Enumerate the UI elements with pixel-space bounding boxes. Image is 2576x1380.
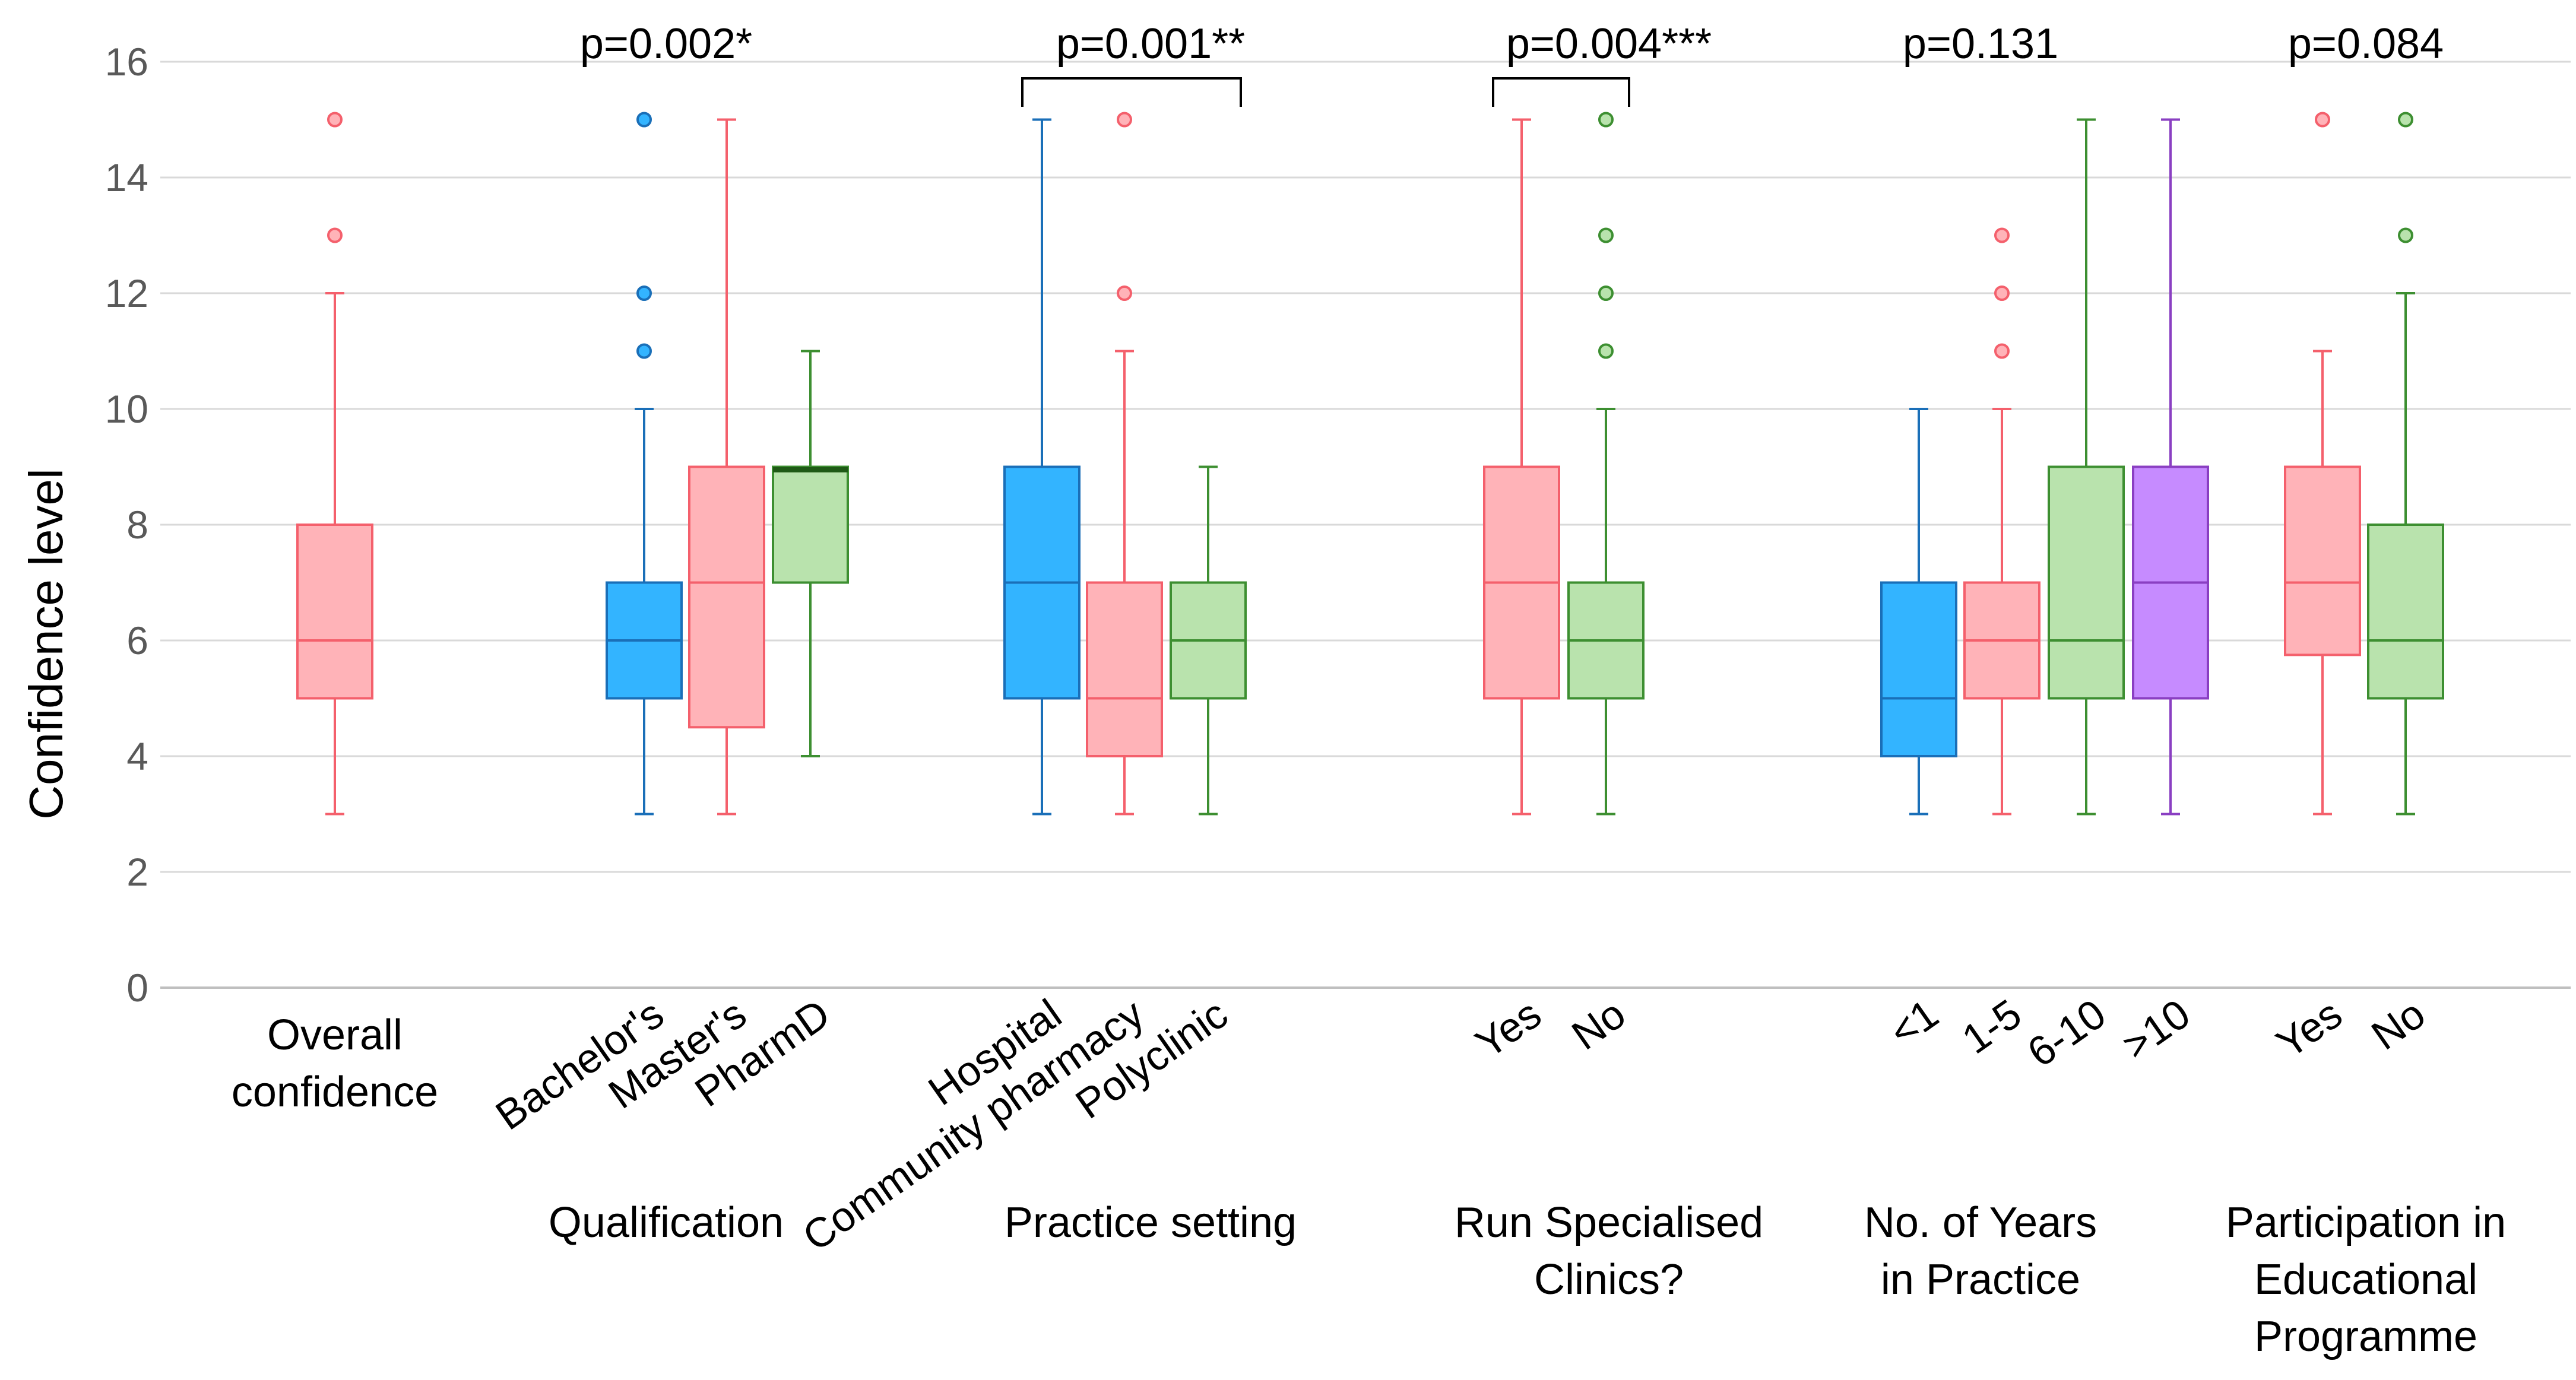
- y-axis-title: Confidence level: [20, 468, 72, 819]
- outlier-point: [1598, 285, 1614, 301]
- iqr-box: [2284, 465, 2361, 656]
- group-label-line: No. of Years: [1864, 1199, 2097, 1246]
- outlier-point: [1598, 343, 1614, 359]
- y-tick-label: 8: [126, 503, 148, 547]
- p-value-label: p=0.004***: [1506, 20, 1712, 68]
- y-tick-label: 0: [126, 966, 148, 1010]
- outlier-point: [2398, 112, 2413, 128]
- category-label: <1: [1881, 990, 1946, 1055]
- outlier-point: [1598, 227, 1614, 243]
- category-label: No: [2363, 990, 2434, 1058]
- group-label: Practice setting: [1005, 1199, 1297, 1246]
- category-label: >10: [2114, 990, 2198, 1068]
- box-participation-in-no: [2367, 112, 2444, 816]
- category-label: Yes: [2268, 990, 2350, 1067]
- box-overall-all: [296, 112, 373, 816]
- outlier-point: [1994, 285, 2010, 301]
- group-label-line: confidence: [232, 1068, 438, 1116]
- group-label-line: Clinics?: [1534, 1256, 1684, 1303]
- iqr-box: [2367, 524, 2444, 700]
- category-label: Yes: [1467, 990, 1549, 1067]
- y-tick-label: 10: [105, 387, 148, 431]
- outlier-point: [2315, 112, 2330, 128]
- outlier-point: [1117, 285, 1132, 301]
- iqr-box: [2048, 465, 2125, 700]
- y-tick-label: 14: [105, 156, 148, 199]
- group-label: No. of Years in Practice: [1864, 1199, 2097, 1303]
- y-tick-label: 12: [105, 271, 148, 315]
- gridlines: [160, 61, 2571, 989]
- p-value-label: p=0.001**: [1056, 20, 1245, 68]
- box-practice-setting-community-pharmacy: [1086, 112, 1163, 816]
- group-label-line: Educational: [2254, 1256, 2477, 1303]
- outlier-point: [1117, 112, 1132, 128]
- y-tick-label: 2: [126, 850, 148, 894]
- outlier-point: [1994, 227, 2010, 243]
- box-no-of-years-10: [2132, 118, 2209, 816]
- box-no-of-years-1-5: [1963, 227, 2040, 816]
- box-run-specialised-yes: [1483, 118, 1560, 816]
- significance-bracket: [1021, 77, 1242, 107]
- group-label: Participation in Educational Programme: [2226, 1199, 2506, 1360]
- group-label-line: Overall: [267, 1011, 403, 1059]
- group-label-line: Programme: [2254, 1313, 2477, 1360]
- category-label: 6-10: [2019, 990, 2114, 1076]
- group-label-line: Qualification: [549, 1199, 784, 1246]
- box-no-of-years-6-10: [2048, 118, 2125, 816]
- box-qualification-bachelor-s: [606, 112, 683, 816]
- p-value-label: p=0.002*: [580, 20, 752, 68]
- group-label-line: in Practice: [1881, 1256, 2080, 1303]
- significance-bracket: [1492, 77, 1630, 107]
- box-qualification-master-s: [688, 118, 765, 816]
- box-run-specialised-no: [1567, 112, 1645, 816]
- iqr-box: [688, 465, 765, 729]
- box-practice-setting-hospital: [1003, 118, 1081, 816]
- category-label: 1-5: [1954, 990, 2030, 1062]
- group-label: Overall confidence: [232, 1011, 438, 1116]
- box-practice-setting-polyclinic: [1170, 465, 1247, 816]
- group-label-line: Practice setting: [1005, 1199, 1297, 1246]
- iqr-box: [772, 465, 849, 584]
- box-qualification-pharmd: [772, 350, 849, 757]
- y-axis: 0 2 4 6 8 10 12 14 16: [105, 40, 148, 1010]
- p-values: p=0.002* p=0.001** p=0.004*** p=0.131 p=0.08…: [580, 20, 2444, 107]
- outlier-point: [636, 285, 652, 301]
- group-labels: Overall confidence Qualification Practice s…: [232, 1011, 2506, 1360]
- y-tick-label: 16: [105, 40, 148, 84]
- group-label-line: Run Specialised: [1455, 1199, 1763, 1246]
- outlier-point: [2398, 227, 2413, 243]
- iqr-box: [296, 524, 373, 700]
- outlier-point: [636, 343, 652, 359]
- p-value-label: p=0.084: [2288, 20, 2444, 68]
- group-label: Qualification: [549, 1199, 784, 1246]
- category-label: No: [1564, 990, 1634, 1058]
- outlier-point: [636, 112, 652, 128]
- group-label-line: Participation in: [2226, 1199, 2506, 1246]
- box-no-of-years-1: [1880, 408, 1957, 816]
- outlier-point: [327, 227, 343, 243]
- p-value-label: p=0.131: [1903, 20, 2058, 68]
- iqr-box: [1880, 581, 1957, 757]
- outlier-point: [1598, 112, 1614, 128]
- group-label: Run Specialised Clinics?: [1455, 1199, 1763, 1303]
- iqr-box: [1086, 581, 1163, 757]
- outlier-point: [327, 112, 343, 128]
- boxes: [296, 112, 2444, 816]
- y-tick-label: 4: [126, 734, 148, 778]
- outlier-point: [1994, 343, 2010, 359]
- y-tick-label: 6: [126, 618, 148, 662]
- box-participation-in-yes: [2284, 112, 2361, 816]
